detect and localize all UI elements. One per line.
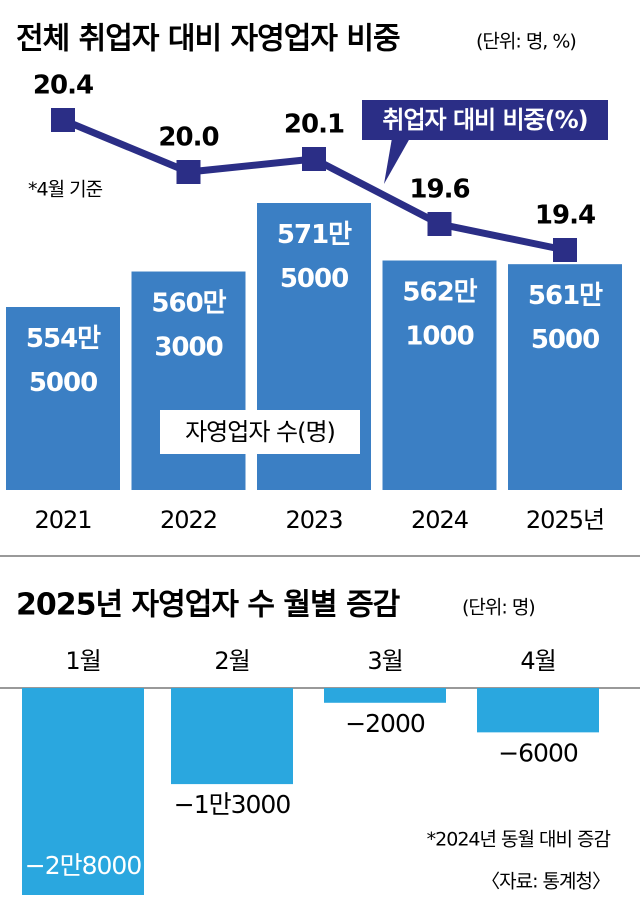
bar [382, 260, 497, 490]
x-tick-label: 1월 [65, 647, 100, 675]
bar [477, 688, 599, 733]
annotation: *4월 기준 [28, 179, 103, 201]
x-tick-label: 2024 [411, 506, 468, 534]
bar [508, 264, 622, 490]
bar [6, 307, 120, 490]
value-label: 20.0 [158, 123, 218, 153]
chart-title: 2025년 자영업자 수 월별 증감 [16, 588, 401, 623]
legend-box [362, 100, 608, 140]
x-tick-label: 2월 [214, 647, 249, 675]
x-tick-label: 4월 [520, 647, 555, 675]
value-label: 19.4 [535, 201, 595, 231]
annotation: *2024년 동월 대비 증감 [427, 829, 611, 851]
x-tick-label: 2021 [34, 506, 91, 534]
bar [324, 688, 446, 703]
legend-box [160, 410, 360, 454]
bar [171, 688, 293, 785]
value-label: 571만 5000 [277, 220, 352, 294]
source: 〈자료: 통계청〉 [481, 871, 610, 893]
value-label: 20.4 [33, 71, 93, 101]
value-label: 560만 3000 [151, 288, 226, 362]
marker [176, 160, 201, 184]
marker [427, 212, 452, 236]
value-label: −1만3000 [174, 790, 291, 819]
legend-label: 취업자 대비 비중(%) [382, 106, 587, 134]
x-tick-label: 2023 [285, 506, 342, 534]
x-tick-label: 2025년 [526, 506, 604, 534]
value-label: −6000 [498, 738, 578, 767]
x-tick-label: 2022 [160, 506, 217, 534]
marker [553, 238, 577, 262]
x-tick-label: 3월 [367, 647, 402, 675]
callout-pointer [384, 138, 410, 184]
value-label: −2만8000 [25, 851, 142, 880]
value-label: 562만 1000 [402, 277, 477, 351]
chart-title: 전체 취업자 대비 자영업자 비중 [16, 22, 400, 57]
value-label: −2000 [345, 709, 425, 738]
bar [22, 688, 144, 895]
marker [302, 147, 326, 171]
chart-subtitle: (단위: 명) [462, 597, 535, 619]
chart-subtitle: (단위: 명, %) [476, 31, 576, 53]
marker [51, 108, 75, 132]
value-label: 554만 5000 [26, 324, 101, 398]
value-label: 20.1 [284, 110, 344, 140]
legend-label: 자영업자 수(명) [185, 418, 335, 446]
value-label: 19.6 [409, 175, 469, 205]
value-label: 561만 5000 [528, 281, 603, 355]
